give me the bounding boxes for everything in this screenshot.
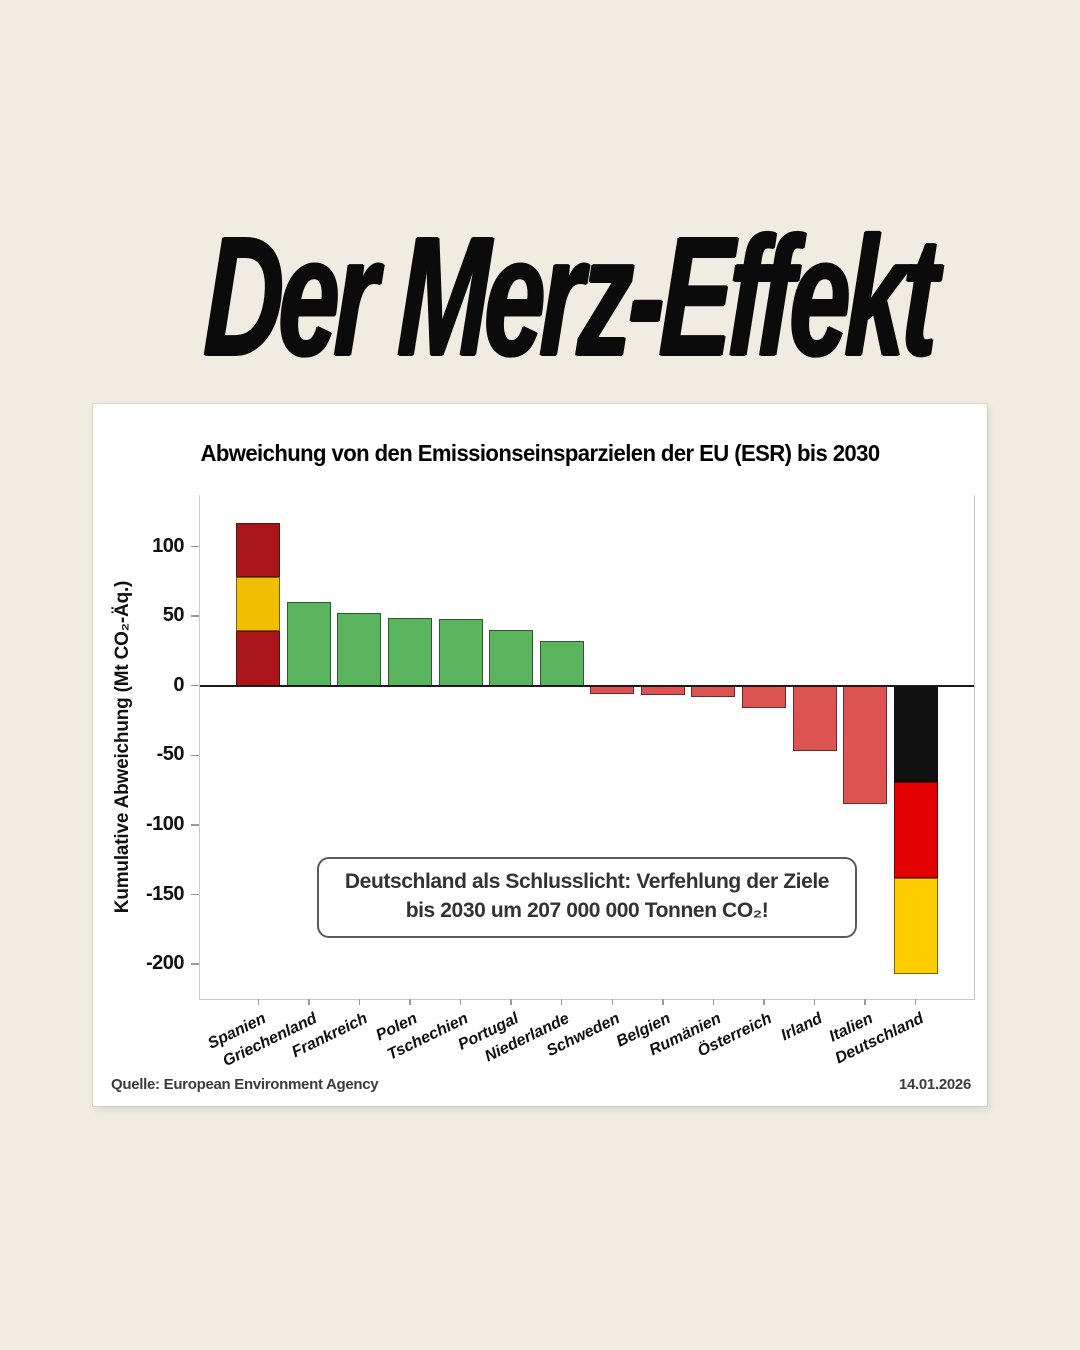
x-tick-mark: [308, 999, 310, 1005]
annotation-line-2: bis 2030 um 207 000 000 Tonnen CO₂!: [405, 898, 769, 922]
bar-frankreich: [337, 613, 382, 686]
annotation-line-1: Deutschland als Schlusslicht: Verfehlung…: [344, 870, 830, 893]
bar-polen: [388, 617, 432, 686]
x-tick-mark: [611, 999, 614, 1005]
x-tick-mark: [662, 999, 664, 1005]
y-tick-mark: [191, 615, 199, 617]
x-tick-mark: [358, 999, 361, 1005]
source-credit: Quelle: European Environment Agency: [111, 1076, 379, 1093]
bar-irland: [792, 685, 837, 752]
y-tick-mark: [191, 684, 199, 687]
y-tick-mark: [191, 963, 199, 965]
x-tick-mark: [712, 999, 715, 1005]
bar-segment: [792, 685, 837, 752]
x-tick-mark: [864, 999, 866, 1005]
y-tick-mark: [191, 545, 199, 548]
x-tick-mark: [459, 999, 462, 1005]
bar-segment: [539, 641, 584, 686]
bar-segment: [236, 577, 281, 632]
date-label: 14.01.2026: [898, 1076, 971, 1093]
poster-header: Der Merz-Effekt: [0, 202, 1080, 392]
y-tick-label: -50: [156, 743, 185, 766]
y-tick-mark: [191, 824, 199, 826]
bar-spanien: [236, 522, 281, 686]
y-tick-label: -150: [145, 882, 185, 905]
x-tick-mark: [409, 999, 411, 1005]
bar-segment: [590, 685, 635, 695]
x-tick-mark: [763, 999, 765, 1005]
bar-segment: [742, 685, 786, 708]
y-tick-label: 100: [152, 534, 184, 557]
bar-deutschland: [893, 685, 938, 974]
y-tick-label: 0: [173, 673, 184, 696]
bar-rumaenien: [691, 685, 736, 697]
bar-segment: [691, 685, 736, 697]
x-tick-mark: [914, 999, 917, 1005]
annotation-box: Deutschland als Schlusslicht: Verfehlung…: [317, 857, 857, 938]
y-tick-label: -200: [145, 952, 185, 975]
bar-segment: [843, 685, 888, 805]
poster-title: Der Merz-Effekt: [201, 202, 938, 392]
y-tick-label: 50: [162, 604, 185, 627]
y-tick-label: -100: [145, 812, 185, 835]
y-tick-mark: [191, 754, 199, 757]
bar-portugal: [489, 630, 534, 686]
x-tick-mark: [560, 999, 563, 1005]
bar-niederlande: [539, 641, 584, 686]
y-tick-mark: [191, 893, 199, 896]
bar-segment: [337, 613, 382, 686]
bar-segment: [236, 522, 281, 578]
x-tick-mark: [257, 999, 260, 1005]
chart-title: Abweichung von den Emissionseinsparziele…: [200, 440, 880, 466]
x-tick-mark: [813, 999, 816, 1005]
bar-segment: [893, 685, 938, 782]
bar-italien: [843, 685, 888, 805]
bar-schweden: [590, 685, 635, 695]
bar-griechenland: [286, 602, 331, 686]
bar-segment: [388, 617, 432, 686]
bar-belgien: [640, 685, 685, 696]
bar-segment: [893, 877, 938, 974]
zero-line: [200, 684, 974, 687]
bar-tschechien: [438, 618, 483, 686]
plot-area: 100 50 0 -50 -100 -150 -200 Spanien Griechenland…: [146, 495, 975, 1070]
bar-segment: [286, 602, 331, 686]
bar-segment: [640, 685, 685, 696]
bar-segment: [236, 631, 281, 686]
chart-card: Abweichung von den Emissionseinsparziele…: [93, 404, 987, 1106]
x-tick-label: Irland: [778, 1010, 826, 1045]
bar-segment: [893, 781, 938, 878]
x-tick-mark: [510, 999, 512, 1005]
bar-segment: [438, 618, 483, 686]
bar-segment: [489, 630, 534, 686]
bar-oesterreich: [742, 685, 786, 708]
